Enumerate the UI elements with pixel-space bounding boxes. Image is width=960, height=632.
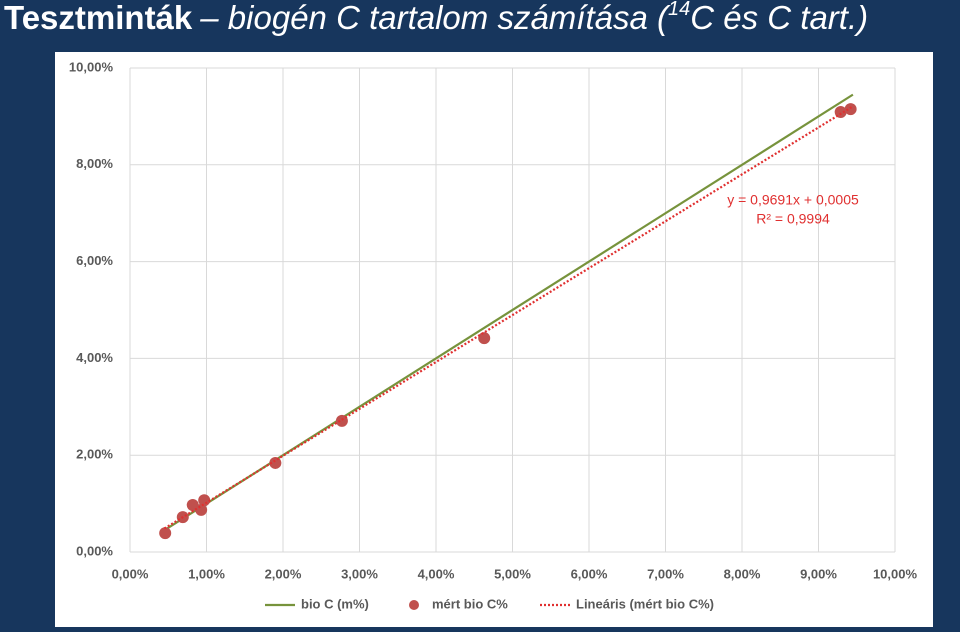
data-point — [834, 106, 847, 119]
y-tick-label: 6,00% — [76, 253, 113, 268]
series-line — [163, 93, 854, 532]
legend-swatch — [409, 600, 419, 610]
chart-area — [55, 52, 933, 627]
x-tick-label: 7,00% — [647, 566, 684, 581]
annotation: R² = 0,9994 — [756, 211, 830, 227]
data-point — [844, 103, 857, 116]
x-tick-label: 10,00% — [873, 566, 918, 581]
x-tick-label: 2,00% — [265, 566, 302, 581]
data-point — [478, 332, 491, 345]
y-tick-label: 0,00% — [76, 543, 113, 558]
x-tick-label: 1,00% — [188, 566, 225, 581]
data-point — [159, 527, 172, 540]
y-tick-label: 4,00% — [76, 350, 113, 365]
title-italic: – biogén C tartalom számítása ( — [199, 0, 671, 36]
x-tick-label: 9,00% — [800, 566, 837, 581]
x-tick-label: 3,00% — [341, 566, 378, 581]
legend-label: Lineáris (mért bio C%) — [576, 596, 714, 611]
title-bold: Tesztminták — [4, 0, 193, 36]
y-tick-label: 10,00% — [69, 59, 114, 74]
y-tick-label: 2,00% — [76, 447, 113, 462]
x-tick-label: 6,00% — [571, 566, 608, 581]
annotation: y = 0,9691x + 0,0005 — [727, 192, 859, 208]
x-tick-label: 0,00% — [112, 566, 149, 581]
data-point — [198, 494, 211, 507]
chart: 0,00% 2,00% 4,00% 6,00% 8,00% 10,00% 0,00% 1,00… — [69, 59, 918, 611]
title-sup: 14 — [668, 0, 690, 20]
data-point — [335, 414, 348, 427]
y-tick-label: 8,00% — [76, 156, 113, 171]
legend-label: mért bio C% — [432, 596, 508, 611]
x-tick-label: 4,00% — [418, 566, 455, 581]
title-italic-end: C és C tart.) — [690, 0, 868, 36]
legend-label: bio C (m%) — [301, 596, 369, 611]
data-point — [269, 456, 282, 469]
x-tick-label: 5,00% — [494, 566, 531, 581]
x-tick-label: 8,00% — [724, 566, 761, 581]
trend-line — [163, 105, 854, 530]
slide-title: Tesztminták – biogén C tartalom számítása… — [4, 0, 868, 36]
